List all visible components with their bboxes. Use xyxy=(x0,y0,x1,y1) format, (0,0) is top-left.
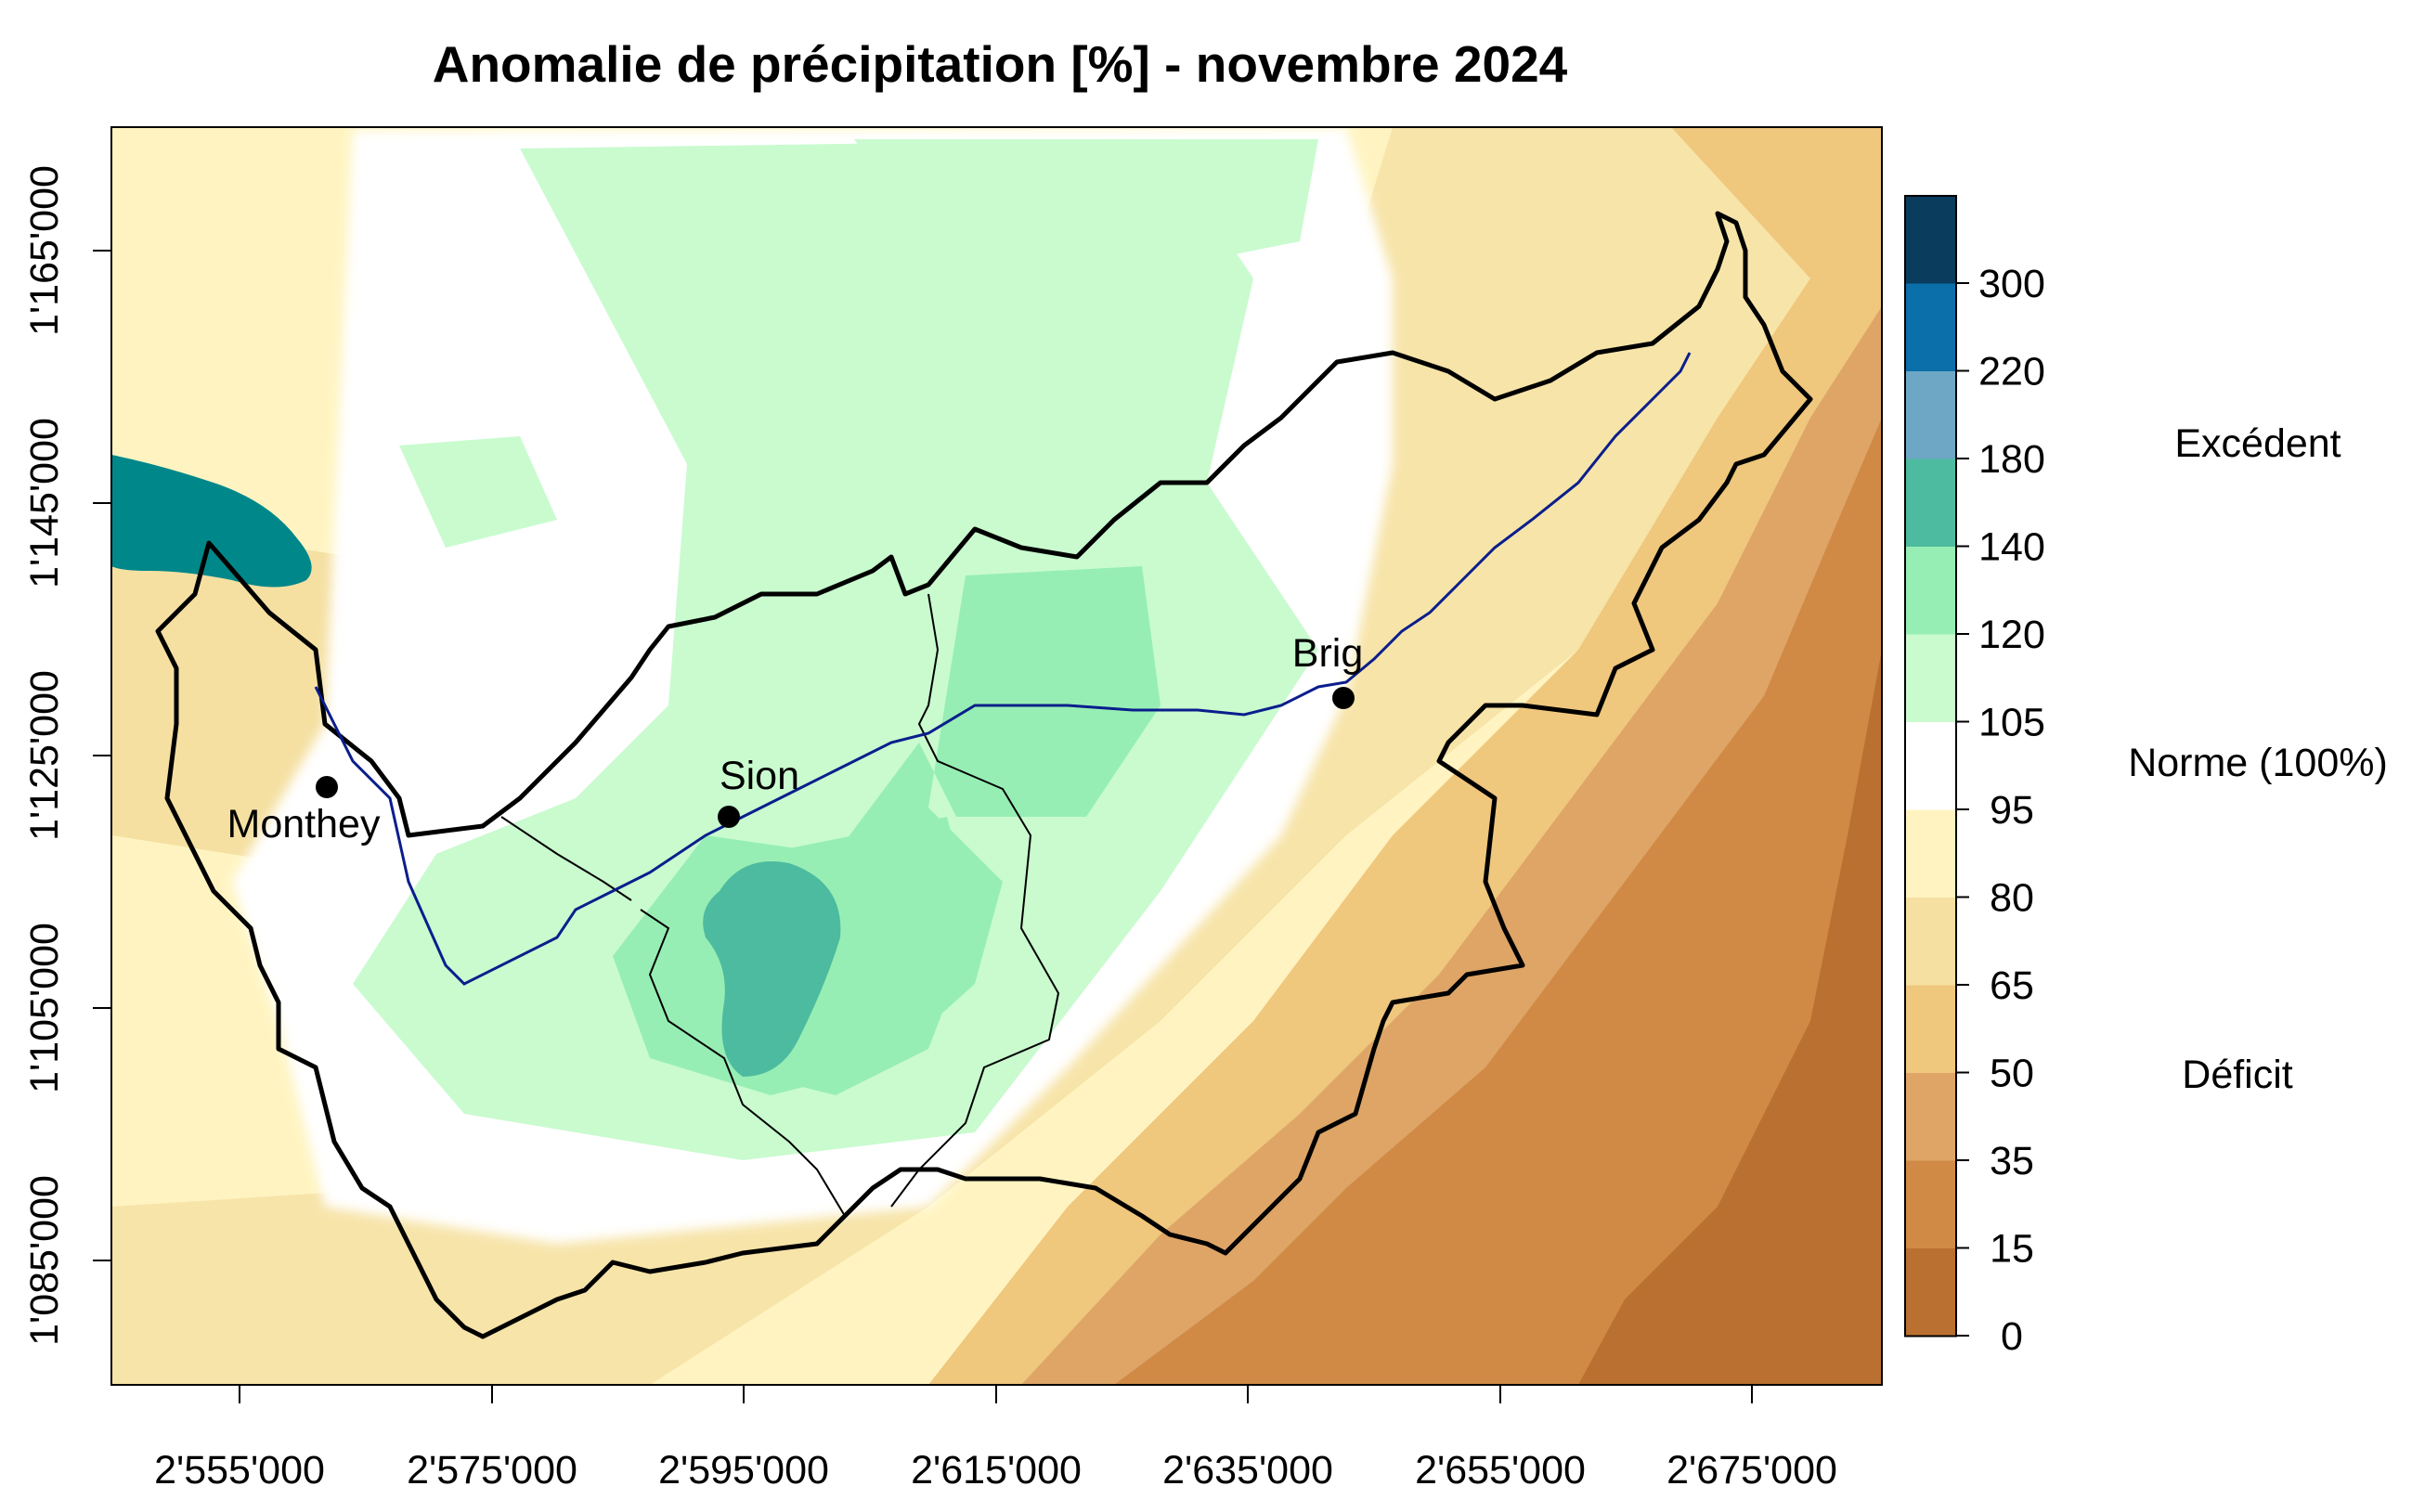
sub-basin-borders xyxy=(500,593,1060,1217)
x-axis xyxy=(239,1384,1753,1403)
legend-swatch xyxy=(1905,459,1956,548)
zone-80-95 xyxy=(111,127,1882,1385)
legend-break-label: 65 xyxy=(1990,963,2034,1008)
x-tick-label: 2'575'000 xyxy=(407,1448,577,1493)
legend-break-label: 105 xyxy=(1978,701,2045,745)
legend-break-label: 15 xyxy=(1990,1227,2034,1272)
x-tick-label: 2'635'000 xyxy=(1162,1448,1333,1493)
zone-140-180 xyxy=(703,861,841,1077)
y-tick-label: 1'085'000 xyxy=(22,1175,67,1346)
x-tick-label: 2'615'000 xyxy=(911,1448,1082,1493)
legend-norm-label: Norme (100%) xyxy=(2128,741,2388,785)
zone-105-120 xyxy=(353,139,1318,1160)
legend-frame xyxy=(1904,195,1957,1338)
legend-swatch xyxy=(1905,898,1956,986)
city-monthey: Monthey xyxy=(227,776,381,846)
legend-break-label: 300 xyxy=(1978,262,2045,306)
x-tick-label: 2'555'000 xyxy=(154,1448,325,1493)
legend-break-label: 0 xyxy=(2001,1314,2023,1359)
legend-break-label: 220 xyxy=(1978,350,2045,394)
legend-swatch xyxy=(1905,371,1956,459)
y-axis xyxy=(93,250,112,1261)
city-brig: Brig xyxy=(1292,631,1363,709)
legend-ticks xyxy=(1956,282,1969,1337)
zone-35-50 xyxy=(1114,418,1882,1385)
legend-color-bar xyxy=(1904,195,1957,1338)
map-title: Anomalie de précipitation [%] - novembre… xyxy=(433,35,1568,93)
precipitation-raster xyxy=(111,127,1882,1385)
legend-swatch xyxy=(1905,809,1956,898)
legend-swatch xyxy=(1905,985,1956,1074)
x-tick-label: 2'595'000 xyxy=(658,1448,829,1493)
legend-break-label: 80 xyxy=(1990,876,2034,921)
city-marker xyxy=(1332,687,1355,709)
y-tick-label: 1'105'000 xyxy=(22,923,67,1093)
zone-15-35 xyxy=(1578,650,1882,1385)
city-label: Sion xyxy=(720,754,799,798)
x-tick-label: 2'655'000 xyxy=(1415,1448,1586,1493)
legend-break-label: 140 xyxy=(1978,525,2045,570)
city-marker xyxy=(718,806,740,828)
legend-swatch xyxy=(1905,196,1956,284)
legend-break-label: 95 xyxy=(1990,788,2034,833)
y-tick-label: 1'125'000 xyxy=(22,670,67,841)
y-tick-label: 1'145'000 xyxy=(22,418,67,588)
legend-swatch xyxy=(1905,1160,1956,1249)
city-label: Brig xyxy=(1292,631,1363,676)
rhone-river xyxy=(314,352,1692,986)
city-marker xyxy=(316,776,338,798)
legend-break-label: 180 xyxy=(1978,437,2045,482)
legend-swatch xyxy=(1905,547,1956,635)
legend-break-label: 35 xyxy=(1990,1139,2034,1183)
legend-labels: 300 220 180 140 120 105 95 80 65 50 35 15 0 xyxy=(1978,262,2045,1359)
canton-border xyxy=(155,211,1813,1339)
legend-swatch xyxy=(1905,1073,1956,1161)
x-tick-label: 2'675'000 xyxy=(1666,1448,1837,1493)
legend-excess-label: Excédent xyxy=(2174,421,2341,466)
legend-swatch xyxy=(1905,722,1956,810)
y-tick-label: 1'165'000 xyxy=(22,165,67,336)
city-label: Monthey xyxy=(227,802,381,846)
legend-deficit-label: Déficit xyxy=(2182,1053,2293,1097)
city-sion: Sion xyxy=(718,754,799,828)
lake xyxy=(111,455,312,588)
y-tick-labels: 1'085'000 1'105'000 1'125'000 1'145'000 … xyxy=(22,165,67,1346)
legend-swatch xyxy=(1905,1248,1956,1337)
legend-swatch xyxy=(1905,634,1956,723)
x-tick-labels: 2'555'000 2'575'000 2'595'000 2'615'000 … xyxy=(154,1448,1837,1493)
legend-break-label: 50 xyxy=(1990,1052,2034,1096)
legend-break-label: 120 xyxy=(1978,613,2045,657)
legend-swatch xyxy=(1905,283,1956,372)
